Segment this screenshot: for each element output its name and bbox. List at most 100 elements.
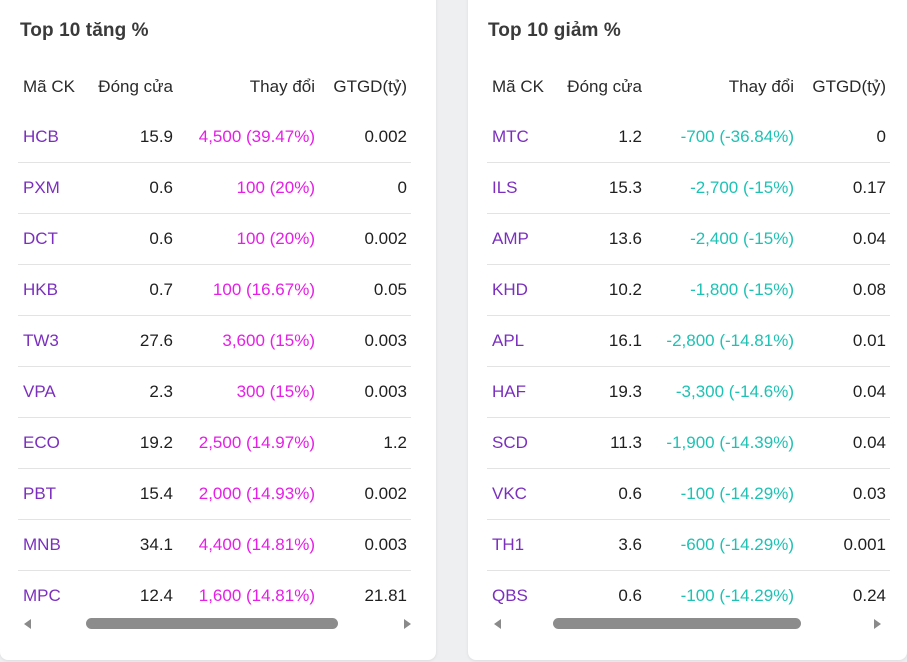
price-change: -2,800 (-14.81%)	[646, 315, 798, 367]
header-value[interactable]: GTGD(tỷ)	[812, 77, 886, 96]
stock-code-link[interactable]: DCT	[18, 213, 85, 265]
close-price: 0.6	[618, 586, 642, 605]
header-code[interactable]: Mã CK	[492, 77, 544, 96]
trade-value: 1.2	[319, 417, 411, 469]
table-row[interactable]: MTC 1.2 -700 (-36.84%) 0	[487, 112, 890, 163]
trade-value: 0	[319, 162, 411, 214]
header-change[interactable]: Thay đổi	[728, 77, 794, 96]
close-price: 15.4	[85, 468, 177, 520]
losers-table: Mã CK Đóng cửa Thay đổi GTGD(tỷ) MTC 1.2-…	[487, 62, 890, 621]
close-price: 19.2	[85, 417, 177, 469]
table-row[interactable]: VPA 2.3 300 (15%) 0.003	[18, 366, 411, 418]
close-price: 13.6	[554, 213, 646, 265]
table-row[interactable]: PBT 15.4 2,000 (14.93%) 0.002	[18, 468, 411, 520]
table-row[interactable]: DCT 0.6 100 (20%) 0.002	[18, 213, 411, 265]
table-row[interactable]: PXM 0.6 100 (20%) 0	[18, 162, 411, 214]
table-row[interactable]: AMP 13.6 -2,400 (-15%) 0.04	[487, 213, 890, 265]
table-row[interactable]: KHD 10.2 -1,800 (-15%) 0.08	[487, 264, 890, 316]
table-row[interactable]: ECO 19.2 2,500 (14.97%) 1.2	[18, 417, 411, 469]
stock-code-link[interactable]: ILS	[487, 162, 554, 214]
close-price: 12.4	[139, 586, 173, 605]
panel-title: Top 10 giảm %	[488, 20, 621, 41]
stock-code-link[interactable]: TH1	[487, 519, 554, 571]
gainers-table: Mã CK Đóng cửa Thay đổi GTGD(tỷ) HCB 15.9…	[18, 62, 411, 621]
close-price: 16.1	[554, 315, 646, 367]
panel-title: Top 10 tăng %	[20, 20, 149, 41]
trade-value: 0	[798, 112, 890, 163]
close-price: 34.1	[85, 519, 177, 571]
table-row[interactable]: HAF 19.3 -3,300 (-14.6%) 0.04	[487, 366, 890, 418]
table-row[interactable]: MNB 34.1 4,400 (14.81%) 0.003	[18, 519, 411, 571]
close-price: 27.6	[85, 315, 177, 367]
table-row[interactable]: ILS 15.3 -2,700 (-15%) 0.17	[487, 162, 890, 214]
stock-code-link[interactable]: MNB	[18, 519, 85, 571]
scroll-thumb[interactable]	[86, 618, 338, 629]
header-code[interactable]: Mã CK	[23, 77, 75, 96]
trade-value: 0.003	[319, 315, 411, 367]
trade-value: 21.81	[364, 586, 407, 605]
close-price: 0.6	[554, 468, 646, 520]
table-row[interactable]: TH1 3.6 -600 (-14.29%) 0.001	[487, 519, 890, 571]
stock-code-link[interactable]: VKC	[487, 468, 554, 520]
horizontal-scrollbar[interactable]	[20, 616, 415, 632]
close-price: 15.9	[85, 112, 177, 163]
price-change: 1,600 (14.81%)	[198, 586, 315, 605]
top-losers-panel: Top 10 giảm % Mã CK Đóng cửa Thay đổi GT…	[468, 0, 907, 660]
stock-code-link[interactable]: VPA	[18, 366, 85, 418]
trade-value: 0.08	[798, 264, 890, 316]
table-row[interactable]: QBS 0.6 -100 (-14.29%) 0.24	[487, 571, 890, 622]
stock-code-link[interactable]: HKB	[18, 264, 85, 316]
stock-code-link[interactable]: PBT	[18, 468, 85, 520]
stock-code-link[interactable]: AMP	[487, 213, 554, 265]
table-row[interactable]: MPC 12.4 1,600 (14.81%) 21.81	[18, 571, 411, 622]
trade-value: 0.03	[798, 468, 890, 520]
stock-code-link[interactable]: TW3	[18, 315, 85, 367]
close-price: 15.3	[554, 162, 646, 214]
table-row[interactable]: HKB 0.7 100 (16.67%) 0.05	[18, 264, 411, 316]
table-row[interactable]: APL 16.1 -2,800 (-14.81%) 0.01	[487, 315, 890, 367]
trade-value: 0.05	[319, 264, 411, 316]
stock-code-link[interactable]: MPC	[23, 586, 61, 605]
price-change: 100 (20%)	[177, 162, 319, 214]
price-change: -100 (-14.29%)	[646, 468, 798, 520]
header-value[interactable]: GTGD(tỷ)	[333, 77, 407, 96]
scroll-thumb[interactable]	[553, 618, 801, 629]
scroll-right-arrow-icon[interactable]	[404, 619, 411, 629]
stock-code-link[interactable]: QBS	[492, 586, 528, 605]
trade-value: 0.002	[319, 112, 411, 163]
close-price: 2.3	[85, 366, 177, 418]
scroll-left-arrow-icon[interactable]	[494, 619, 501, 629]
price-change: 2,500 (14.97%)	[177, 417, 319, 469]
trade-value: 0.001	[798, 519, 890, 571]
price-change: 2,000 (14.93%)	[177, 468, 319, 520]
stock-code-link[interactable]: ECO	[18, 417, 85, 469]
stock-code-link[interactable]: HAF	[487, 366, 554, 418]
price-change: -2,400 (-15%)	[646, 213, 798, 265]
stock-code-link[interactable]: APL	[487, 315, 554, 367]
horizontal-scrollbar[interactable]	[490, 616, 885, 632]
top-gainers-panel: Top 10 tăng % Mã CK Đóng cửa Thay đổi GT…	[0, 0, 436, 660]
stock-code-link[interactable]: SCD	[487, 417, 554, 469]
trade-value: 0.002	[319, 468, 411, 520]
header-close[interactable]: Đóng cửa	[98, 77, 173, 96]
table-row[interactable]: TW3 27.6 3,600 (15%) 0.003	[18, 315, 411, 367]
header-change[interactable]: Thay đổi	[249, 77, 315, 96]
table-row[interactable]: SCD 11.3 -1,900 (-14.39%) 0.04	[487, 417, 890, 469]
stock-code-link[interactable]: KHD	[487, 264, 554, 316]
table-row[interactable]: HCB 15.9 4,500 (39.47%) 0.002	[18, 112, 411, 163]
price-change: -1,900 (-14.39%)	[646, 417, 798, 469]
stock-code-link[interactable]: PXM	[18, 162, 85, 214]
scroll-right-arrow-icon[interactable]	[874, 619, 881, 629]
scroll-left-arrow-icon[interactable]	[24, 619, 31, 629]
close-price: 0.6	[85, 162, 177, 214]
trade-value: 0.04	[798, 213, 890, 265]
close-price: 10.2	[554, 264, 646, 316]
header-close[interactable]: Đóng cửa	[567, 77, 642, 96]
price-change: 4,400 (14.81%)	[177, 519, 319, 571]
table-header-row: Mã CK Đóng cửa Thay đổi GTGD(tỷ)	[487, 62, 890, 112]
table-row[interactable]: VKC 0.6 -100 (-14.29%) 0.03	[487, 468, 890, 520]
trade-value: 0.002	[319, 213, 411, 265]
stock-code-link[interactable]: MTC	[487, 112, 554, 163]
close-price: 11.3	[554, 417, 646, 469]
stock-code-link[interactable]: HCB	[18, 112, 85, 163]
